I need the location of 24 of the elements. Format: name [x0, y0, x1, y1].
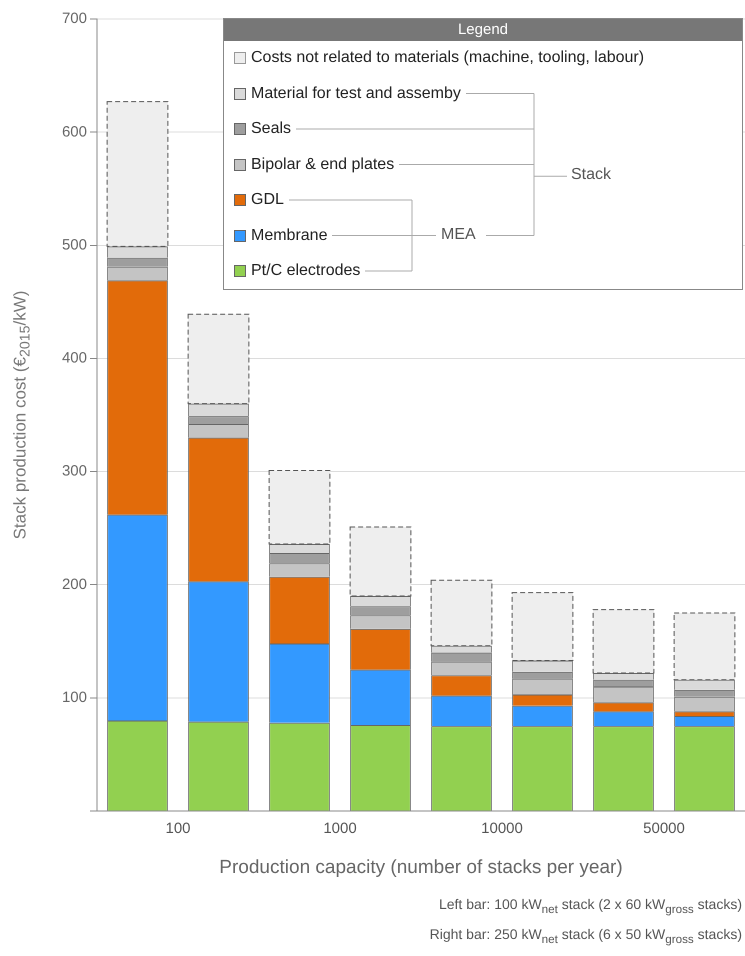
annotation: MEA: [438, 226, 479, 244]
annotation: Stack: [568, 166, 614, 184]
y-tick-label: 700: [62, 10, 87, 28]
text: Right bar: 250 kW$_{net}$ stack (6 x 50 kW$_{gross}$ stacks): [430, 926, 742, 946]
y-tick-label: 500: [62, 236, 87, 254]
text: Left bar: 100 kW$_{net}$ stack (2 x 60 kW$_{gross}$ stacks): [438, 896, 742, 916]
y-tick-label: 100: [62, 689, 87, 706]
y-tick-label: 300: [62, 462, 87, 480]
legend-label: Seals: [251, 120, 292, 138]
y-tick-label: 400: [62, 350, 87, 367]
legend-label: GDL: [251, 191, 284, 209]
y-tick-label: 200: [62, 576, 87, 593]
x-tick-label: 100: [165, 820, 191, 838]
legend-label: Membrane: [251, 226, 328, 244]
x-axis-title: Production capacity (number of stacks per year): [218, 857, 624, 879]
legend-label: Bipolar & end plates: [251, 156, 394, 174]
x-tick-label: 1000: [323, 820, 357, 838]
x-tick-label: 50000: [643, 820, 685, 838]
y-tick-label: 600: [62, 123, 87, 140]
legend-label: Costs not related to materials (machine, tooling, labour): [251, 49, 644, 67]
legend-header: Legend: [224, 19, 742, 41]
legend-label: Material for test and assemby: [251, 84, 461, 102]
legend-label: Pt/C electrodes: [251, 262, 360, 280]
x-tick-label: 10000: [481, 820, 523, 838]
